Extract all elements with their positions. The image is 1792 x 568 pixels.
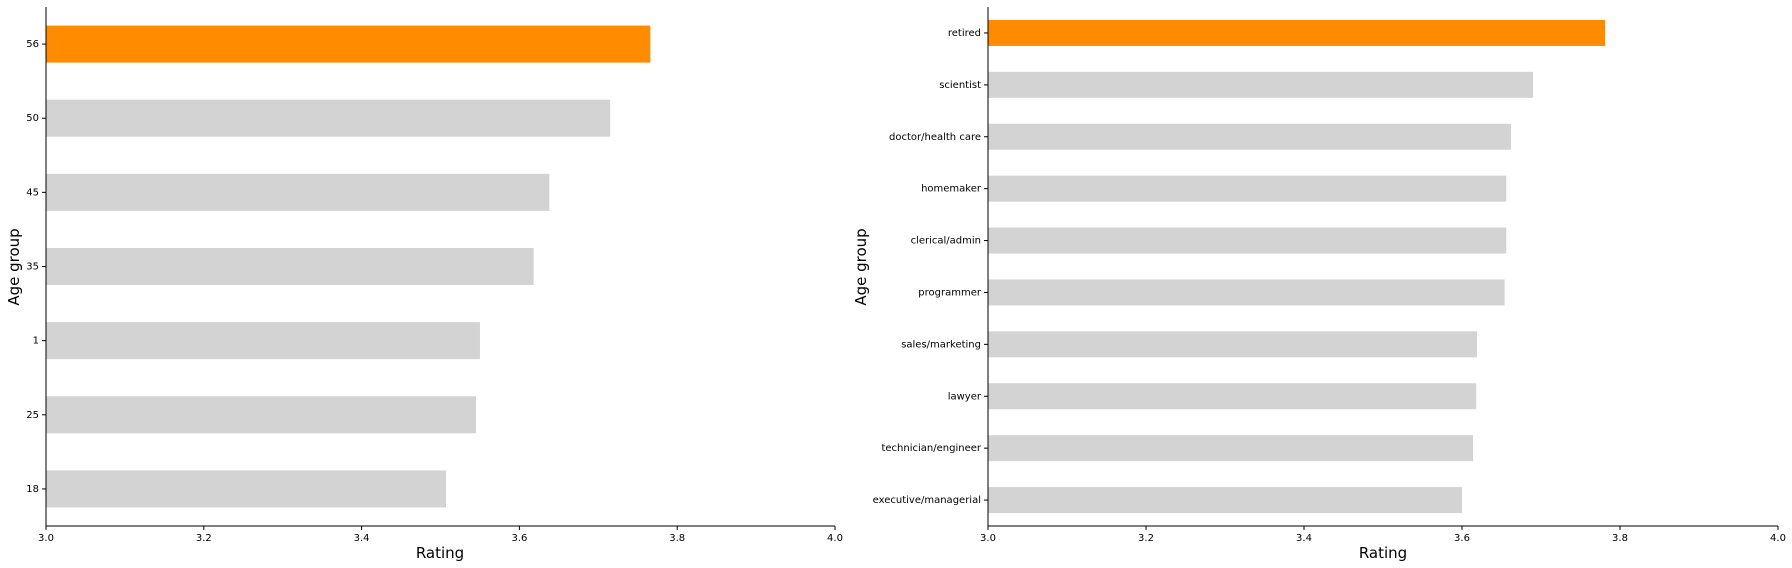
chart-occupation: Age group Rating retired scientist doctor/… [852,7,1786,562]
y-tick-label: 35 [26,262,39,273]
y-tick-label: 50 [26,113,39,124]
y-tick-label: 56 [26,39,39,50]
y-tick-label: technician/engineer [881,443,981,454]
bar [988,175,1507,202]
x-tick-label: 4.0 [1770,533,1786,544]
y-tick-label: scientist [939,80,981,91]
y-tick-label: 45 [26,187,39,198]
x-tick-label: 3.2 [1138,533,1154,544]
bar [46,322,480,360]
bar [988,71,1534,98]
bar [988,331,1478,358]
bar [988,487,1462,514]
y-tick-label: 25 [26,410,39,421]
x-tick-label: 3.2 [196,533,212,544]
bar [46,173,550,211]
y-tick-label: lawyer [948,391,982,402]
x-tick-label: 3.8 [669,533,685,544]
x-tick-label: 3.4 [354,533,370,544]
x-tick-label: 4.0 [827,533,843,544]
y-tick-label: executive/managerial [873,495,981,506]
bar [46,25,651,63]
x-tick-label: 3.4 [1296,533,1312,544]
bar [988,123,1511,150]
y-tick-label: clerical/admin [911,236,981,247]
bar [988,383,1477,410]
bar [46,248,534,285]
y-tick-label: programmer [918,287,982,298]
y-tick-label: doctor/health care [889,132,981,143]
bar [988,279,1505,306]
x-tick-label: 3.0 [38,533,54,544]
y-axis-label: Age group [852,228,870,305]
y-tick-label: sales/marketing [901,339,981,350]
y-tick-label: 18 [26,484,39,495]
chart-age-group: Age group Rating 56 50 45 35 1 25 18 3.0 3.2 3.4 3… [5,7,843,562]
x-axis-label: Rating [416,544,464,562]
x-tick-label: 3.0 [980,533,996,544]
x-tick-label: 3.8 [1612,533,1628,544]
y-tick-label: retired [948,28,981,39]
y-axis-label: Age group [5,228,23,305]
bar [46,99,611,137]
bar [988,19,1605,46]
y-tick-label: homemaker [921,184,982,195]
x-axis-label: Rating [1359,544,1407,562]
x-tick-label: 3.6 [511,533,527,544]
bar [46,396,477,434]
x-tick-label: 3.6 [1454,533,1470,544]
bar [988,227,1507,254]
bar [46,470,447,508]
bar [988,435,1474,462]
y-tick-label: 1 [33,336,39,347]
